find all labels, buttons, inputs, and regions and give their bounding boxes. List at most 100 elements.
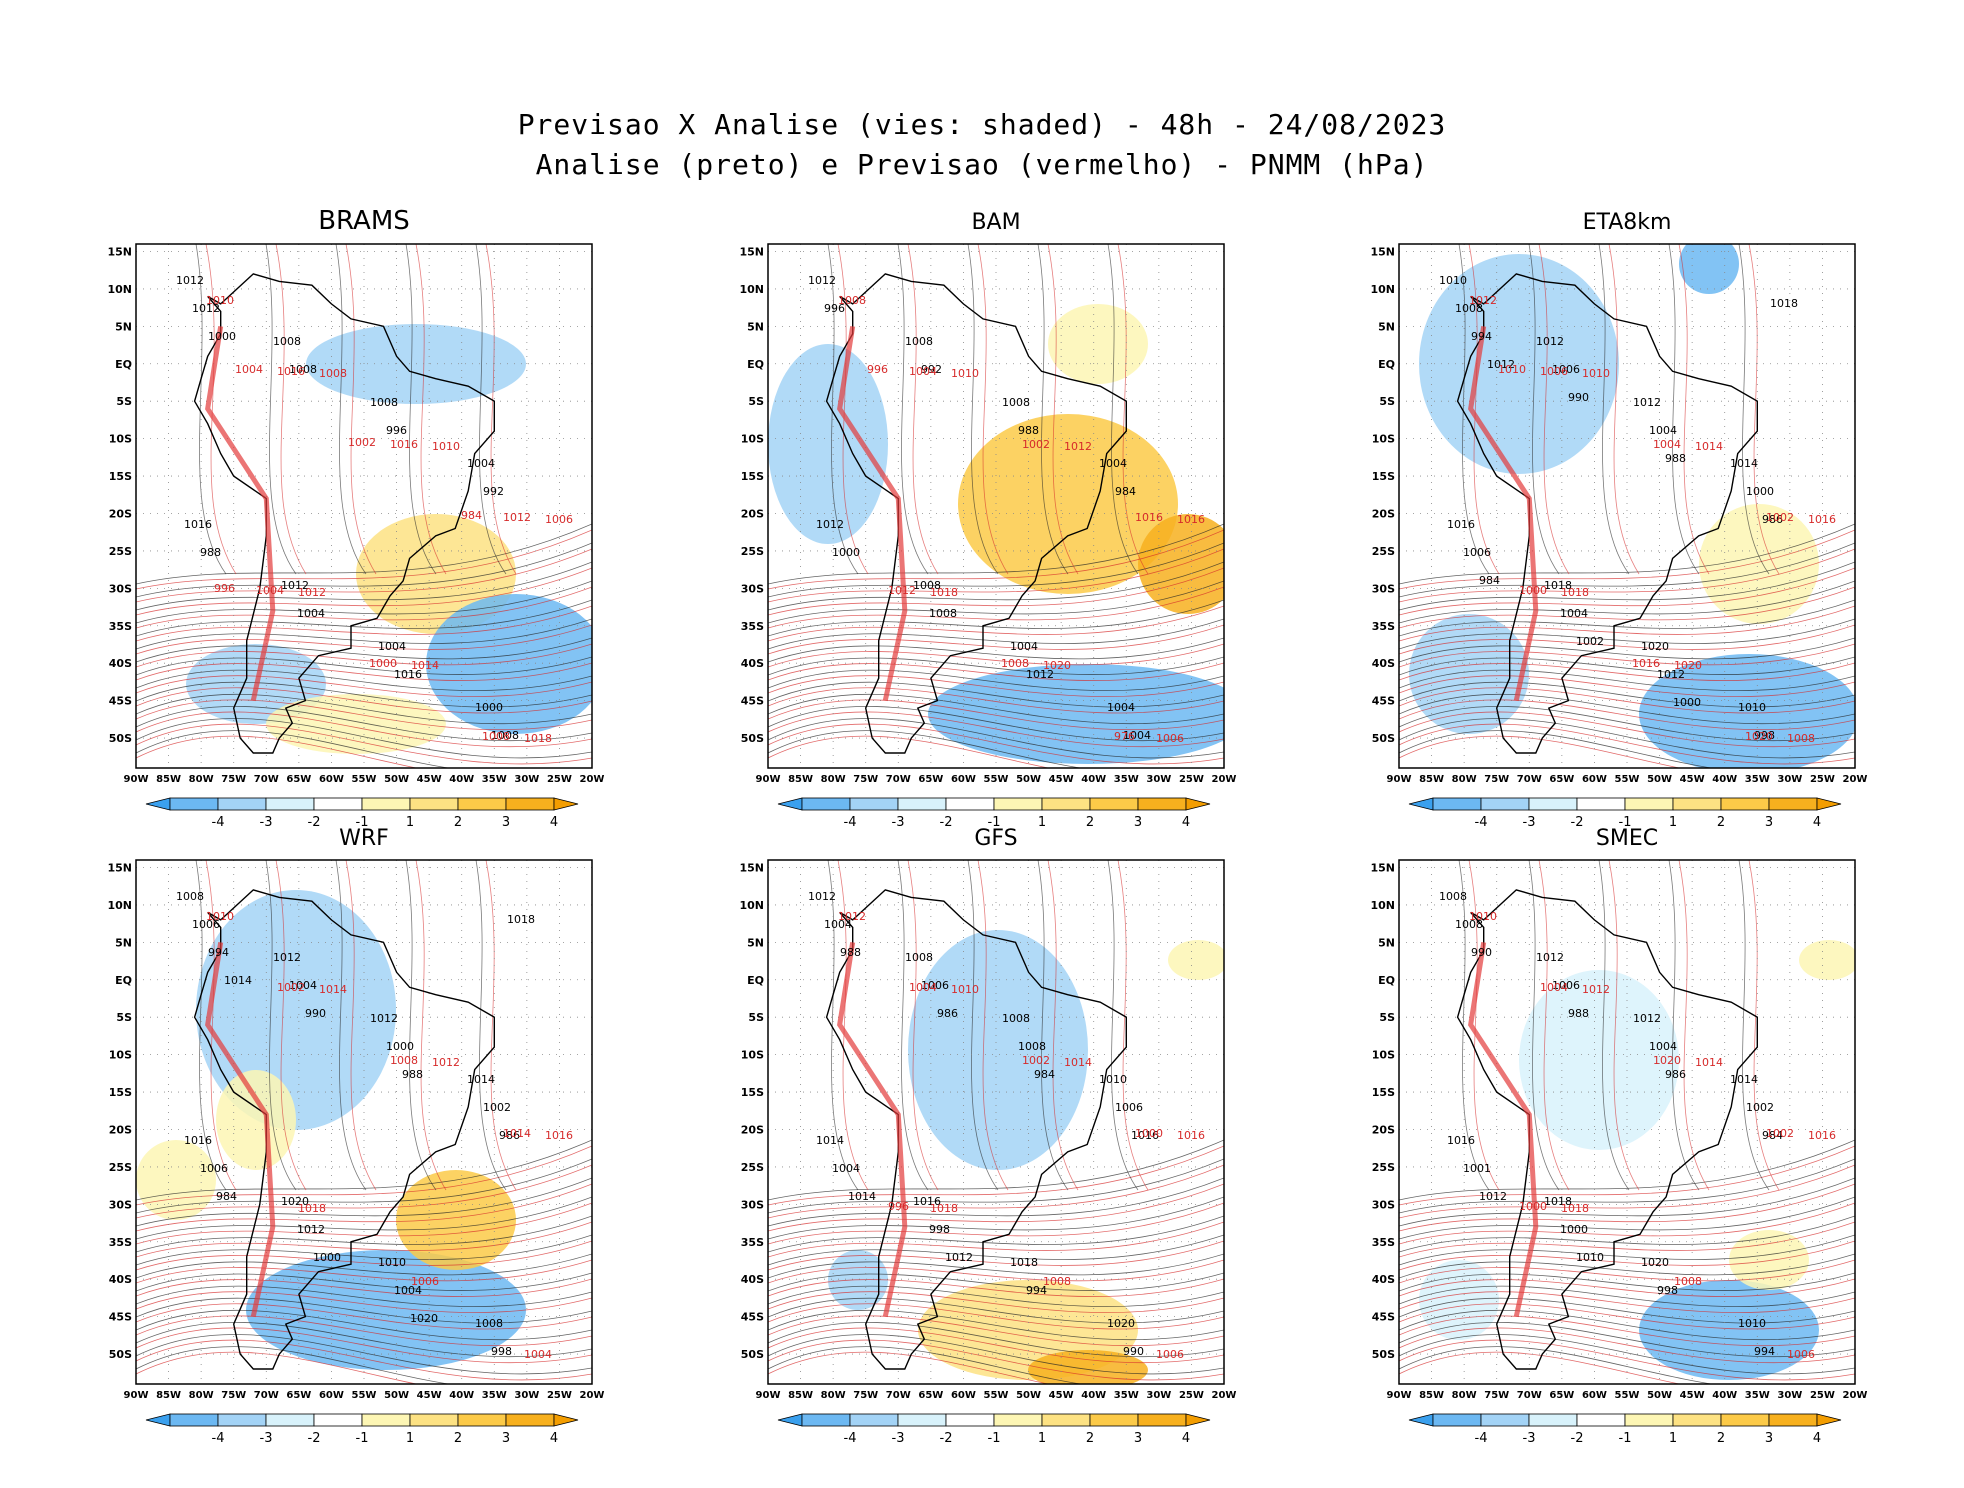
lon-tick-label: 75W — [221, 774, 246, 785]
lat-tick-label: 15S — [741, 470, 764, 483]
analysis-isobar-label: 1020 — [1641, 1256, 1669, 1269]
lon-tick-label: 45W — [1049, 1390, 1074, 1401]
lat-tick-label: 5S — [748, 1011, 764, 1024]
lat-tick-label: 5S — [1379, 1011, 1395, 1024]
lon-tick-label: 50W — [384, 774, 409, 785]
analysis-isobar-label: 1016 — [184, 1134, 212, 1147]
forecast-isobar-label: 1008 — [319, 367, 347, 380]
forecast-isobar-label: 1010 — [951, 367, 979, 380]
lon-tick-label: 35W — [482, 1390, 507, 1401]
forecast-isobar-label: 1002 — [348, 436, 376, 449]
analysis-isobar-label: 998 — [1657, 1284, 1678, 1297]
forecast-isobar-label: 1006 — [1787, 1348, 1815, 1361]
colorbar-tick-label: -1 — [1619, 815, 1632, 830]
lon-tick-label: 45W — [1680, 774, 1705, 785]
lat-tick-label: 45S — [741, 1311, 764, 1324]
forecast-isobar-label: 984 — [461, 509, 482, 522]
lat-tick-label: 25S — [741, 545, 764, 558]
lon-tick-label: 55W — [1615, 774, 1640, 785]
colorbar-tick-label: 4 — [1182, 1431, 1190, 1446]
forecast-isobar-label: 1014 — [319, 983, 347, 996]
colorbar-tick-label: -2 — [308, 1431, 321, 1446]
map-svg: 1012100810081004101610121004100010121008… — [107, 243, 604, 830]
lon-tick-label: 50W — [1016, 774, 1041, 785]
lon-tick-label: 30W — [514, 774, 539, 785]
analysis-isobar-label: 1010 — [1439, 274, 1467, 287]
panel-wrf: WRF 1008 1012 1012 1014 1016 1020 1010 1008 1006 1… — [96, 824, 632, 1488]
forecast-isobar-label: 1020 — [1043, 659, 1071, 672]
analysis-isobar-label: 1012 — [273, 951, 301, 964]
analysis-isobar-label: 1010 — [1738, 1317, 1766, 1330]
forecast-isobar-label: 1008 — [1674, 1275, 1702, 1288]
analysis-isobar-label: 998 — [929, 1223, 950, 1236]
colorbar-tick-label: -3 — [892, 1431, 905, 1446]
forecast-isobar-label: 1008 — [390, 1054, 418, 1067]
lon-tick-label: 85W — [788, 1390, 813, 1401]
lat-tick-label: 30S — [1372, 582, 1395, 595]
colorbar-tick-label: 3 — [1134, 1431, 1142, 1446]
bias-shade — [1699, 504, 1819, 624]
forecast-isobar-label: 1012 — [298, 586, 326, 599]
lat-tick-label: 35S — [109, 620, 132, 633]
colorbar-tick-label: -2 — [940, 815, 953, 830]
lon-tick-label: 70W — [254, 774, 279, 785]
lon-tick-label: 25W — [1810, 774, 1835, 785]
bias-shade — [1409, 614, 1529, 734]
forecast-isobar-label: 1008 — [482, 730, 510, 743]
coastline — [1456, 273, 1758, 754]
colorbar-tick-label: 2 — [1086, 1431, 1094, 1446]
lon-tick-label: 70W — [1517, 774, 1542, 785]
analysis-isobar-label: 1004 — [832, 1162, 860, 1175]
lon-tick-label: 20W — [1212, 1390, 1237, 1401]
analysis-isobar-label: 1016 — [1447, 1134, 1475, 1147]
analysis-isobar-label: 994 — [1754, 1345, 1775, 1358]
colorbar-tick-label: 2 — [1086, 815, 1094, 830]
analysis-isobar-label: 1020 — [410, 1312, 438, 1325]
coastline — [825, 273, 1127, 754]
analysis-isobar-label: 988 — [1018, 424, 1039, 437]
forecast-isobar-label: 1006 — [545, 513, 573, 526]
panel-title: BAM — [971, 210, 1021, 235]
analysis-isobar-label: 1012 — [816, 518, 844, 531]
lon-tick-label: 75W — [221, 1390, 246, 1401]
lon-tick-label: 85W — [1419, 774, 1444, 785]
analysis-isobar-label: 1008 — [1439, 890, 1467, 903]
analysis-isobar-label: 1004 — [467, 457, 495, 470]
colorbar-tick-label: -1 — [988, 1431, 1001, 1446]
lon-tick-label: 45W — [417, 774, 442, 785]
lon-tick-label: 80W — [1452, 1390, 1477, 1401]
analysis-isobar-label: 984 — [1034, 1068, 1055, 1081]
forecast-isobar-label: 1020 — [1745, 730, 1773, 743]
lon-tick-label: 90W — [1387, 1390, 1412, 1401]
lon-tick-label: 20W — [1843, 1390, 1868, 1401]
analysis-isobar-label: 1016 — [1131, 1129, 1159, 1142]
forecast-isobar-label: 1002 — [1022, 1054, 1050, 1067]
forecast-isobar-label: 1018 — [930, 586, 958, 599]
analysis-isobar-label: 1006 — [200, 1162, 228, 1175]
lat-tick-label: 30S — [109, 582, 132, 595]
colorbar-tick-label: -1 — [356, 1431, 369, 1446]
colorbar-tick-label: -3 — [260, 815, 273, 830]
analysis-isobar-label: 1010 — [1099, 1073, 1127, 1086]
lat-tick-label: 10S — [1372, 1049, 1395, 1062]
analysis-isobar-label: 984 — [1115, 485, 1136, 498]
lat-tick-label: 30S — [741, 1198, 764, 1211]
lat-tick-label: 25S — [109, 545, 132, 558]
lat-tick-label: 5N — [115, 320, 132, 333]
panel-title: ETA8km — [1582, 210, 1672, 235]
lat-tick-label: 40S — [1372, 1273, 1395, 1286]
lat-tick-label: 20S — [741, 1123, 764, 1136]
lon-tick-label: 25W — [1179, 774, 1204, 785]
colorbar-tick-label: 3 — [502, 1431, 510, 1446]
lon-tick-label: 40W — [449, 1390, 474, 1401]
lat-tick-label: 5N — [747, 936, 764, 949]
analysis-isobar-label: 1000 — [386, 1040, 414, 1053]
analysis-isobar-label: 1020 — [1107, 1317, 1135, 1330]
lat-tick-label: EQ — [1378, 358, 1395, 371]
analysis-isobar-label: 988 — [402, 1068, 423, 1081]
analysis-isobar-label: 1004 — [1649, 1040, 1677, 1053]
lat-tick-label: 15S — [109, 1086, 132, 1099]
colorbar-tick-label: -3 — [1523, 815, 1536, 830]
analysis-isobar-label: 1020 — [281, 1195, 309, 1208]
lon-tick-label: 60W — [1582, 774, 1607, 785]
